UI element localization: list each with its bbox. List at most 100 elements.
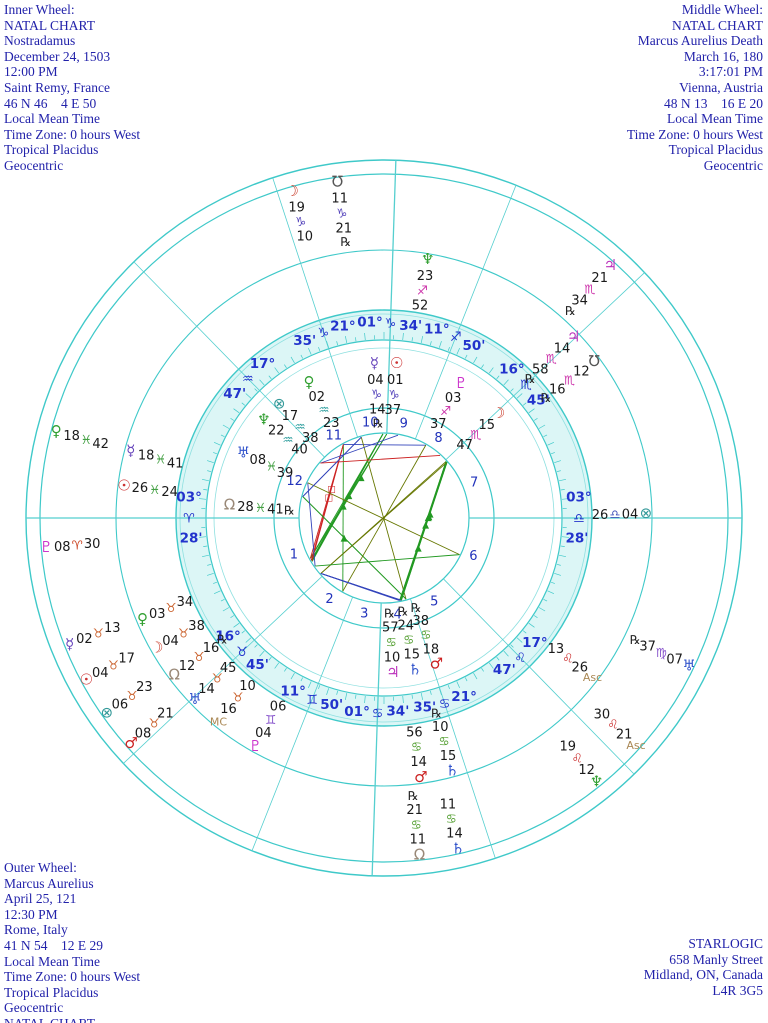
mars-icon: ♂	[124, 734, 137, 752]
value: 26	[132, 481, 149, 496]
info-line: Local Mean Time	[4, 111, 100, 127]
value: 15	[440, 749, 457, 764]
middle-jupiter: ♃14♏58℞	[525, 328, 581, 386]
middle-wheel-planets: ⊗04♎26℧12♏16℞♃14♏58℞♆23♐52☿ 18 ♓ 41☉ 26 ♓ 24♀ 0…	[117, 250, 652, 786]
value: 10	[239, 679, 256, 694]
value: 23	[136, 680, 153, 695]
cusp-6-minutes: 47'	[493, 662, 516, 678]
lib-icon: ♎	[609, 507, 620, 522]
value: 24	[398, 618, 415, 633]
value: ℞	[525, 372, 536, 386]
inner-wheel-planets: ☽15♏47♇03♐37☉01♑37☿04♑14℞♀02♒23⊗17♒38♆22…	[224, 354, 506, 681]
cusp-6-sign-icon: ♌	[514, 651, 526, 666]
info-line: Middle Wheel:	[681, 2, 763, 17]
value: 08	[54, 540, 71, 555]
value: ℞	[284, 504, 295, 518]
fortune-icon: ⊗	[273, 394, 286, 412]
mercury-icon: ☿	[65, 635, 74, 653]
cusp-4-sign-icon: ♋	[372, 706, 384, 721]
inner-sun: ☉01♑37	[385, 354, 404, 418]
mercury-icon: ☿	[126, 442, 135, 460]
value: 28	[237, 500, 254, 515]
sun-icon: ☉	[390, 354, 403, 372]
cusp-8-sign-icon: ♏	[520, 378, 532, 393]
sco-icon: ♏	[564, 373, 575, 388]
info-line: 12:00 PM	[4, 64, 58, 80]
middle-uranus: ♅14♉45	[188, 661, 236, 708]
house-cusp-lines	[26, 160, 742, 876]
trine-aspect-icon: ▲	[422, 521, 429, 531]
info-line: Time Zone: 0 hours West	[4, 126, 141, 142]
inner-wheel-info: Inner Wheel: NATAL CHART Nostradamus Decemb…	[4, 2, 140, 174]
value: 45	[220, 661, 237, 676]
cusp-line-house-3	[251, 596, 354, 851]
vir-icon: ♍	[656, 645, 667, 660]
value: 19	[560, 740, 577, 755]
band-degree-ticks	[198, 332, 570, 704]
neptune-icon: ♆	[590, 773, 603, 791]
info-line: Tropical Placidus	[4, 984, 99, 1000]
aqu-icon: ♒	[282, 432, 293, 447]
cusp-9-sign-icon: ♐	[450, 330, 462, 345]
outer-snode: ℧11♑21℞	[331, 173, 352, 249]
mercury-icon: ☿	[370, 354, 379, 372]
value: 57	[382, 620, 399, 635]
value: ℞	[384, 606, 395, 620]
value: 14	[369, 403, 386, 418]
value: 18	[63, 429, 80, 444]
cusp-3-degree: 11°	[280, 684, 306, 700]
middle-mars: ♂14♋56	[406, 725, 427, 786]
value: ℞	[541, 391, 552, 405]
outer-moon: ☽19♑10	[286, 182, 313, 244]
middle-fortune: ⊗04♎26	[592, 504, 653, 523]
info-line: Midland, ON, Canada	[643, 967, 763, 983]
value: ℞	[408, 789, 419, 803]
info-line: NATAL CHART	[4, 1016, 140, 1023]
tau-icon: ♉	[165, 600, 176, 615]
value: 12	[573, 365, 590, 380]
node-icon: Ω	[224, 496, 235, 514]
value: 06	[112, 697, 129, 712]
cusp-2-sign-icon: ♉	[236, 645, 248, 660]
value: ℞	[565, 304, 576, 318]
neptune-icon: ♆	[257, 411, 270, 429]
middle-snode: ℧12♏16℞	[541, 352, 600, 405]
value: 16	[549, 383, 566, 398]
saturn-icon: ♄	[445, 761, 458, 779]
house-number-1: 1	[290, 547, 298, 562]
inner-node: Ω 28 ♓ 41 ℞	[224, 496, 295, 518]
sco-icon: ♏	[546, 351, 557, 366]
info-line: NATAL CHART	[4, 17, 95, 33]
aspect-lines: ▲▲▲▲▲□□▲▲▲▲	[302, 433, 460, 601]
asc-icon: Asc	[583, 671, 602, 684]
value: 08	[135, 727, 152, 742]
value: 38	[413, 614, 430, 629]
value: 04	[162, 634, 179, 649]
value: 12	[179, 659, 196, 674]
cusp-11-sign-icon: ♑	[318, 326, 330, 341]
cusp-3-minutes: 50'	[320, 697, 343, 713]
uranus-icon: ♅	[237, 443, 250, 461]
outer-mercury: ☿ 02 ♉ 13	[65, 621, 121, 653]
value: 11	[331, 192, 348, 207]
cusp-12-degree: 17°	[250, 356, 276, 372]
info-line: Marcus Aurelius	[4, 875, 94, 891]
value: 02	[76, 632, 93, 647]
info-line: Inner Wheel:	[4, 2, 75, 17]
leo-icon: ♌	[562, 650, 573, 665]
info-line: 3:17:01 PM	[698, 64, 763, 80]
info-line: Tropical Placidus	[668, 142, 763, 158]
value: 06	[270, 700, 287, 715]
can-icon: ♋	[411, 739, 422, 754]
jupiter-icon: ♃	[386, 663, 399, 681]
value: 10	[296, 229, 313, 244]
value: 22	[268, 424, 285, 439]
cusp-3-sign-icon: ♊	[306, 693, 318, 708]
tau-icon: ♉	[193, 649, 204, 664]
info-line: April 25, 121	[4, 891, 77, 907]
pluto-icon: ♇	[454, 374, 467, 392]
outer-fortune: ⊗06♉23	[101, 680, 153, 721]
inner-uranus: ♅ 08 ♓ 39	[237, 443, 294, 480]
outer-neptune: ♆12♌19	[560, 740, 604, 791]
value: 16	[220, 702, 237, 717]
